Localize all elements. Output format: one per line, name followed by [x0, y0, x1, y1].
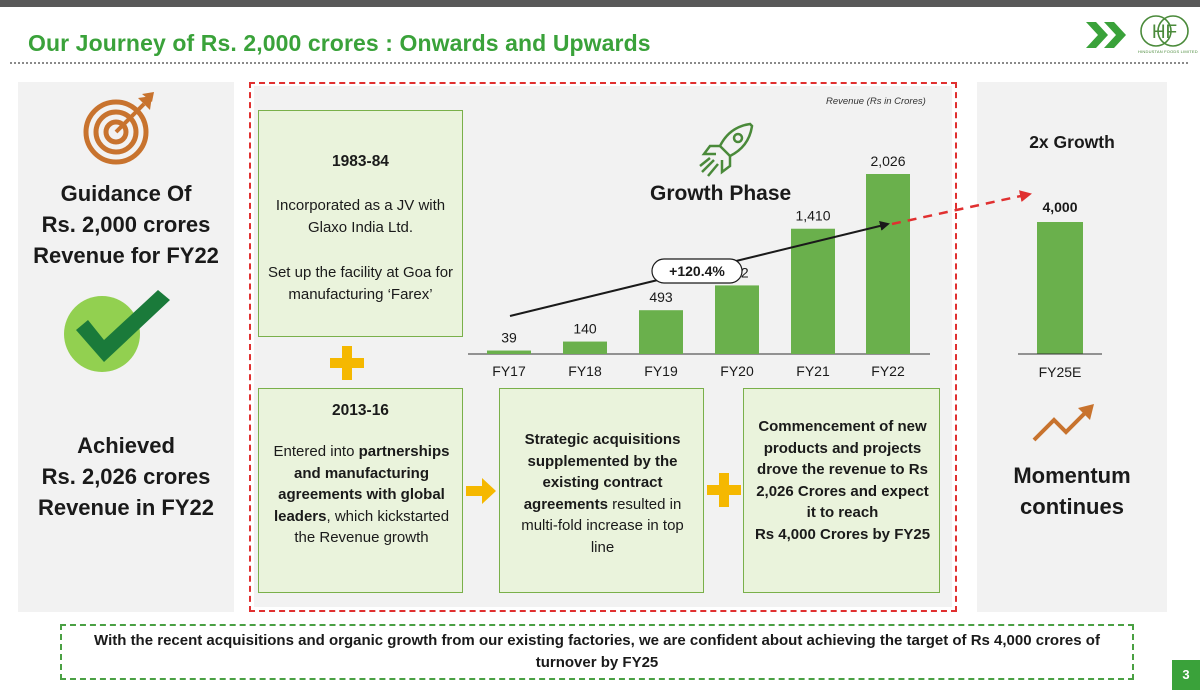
timeline-year: 1983-84: [332, 153, 389, 170]
category-label: FY19: [644, 363, 678, 379]
bar-fy25e: [1037, 222, 1083, 354]
double-chevron-icon: [1086, 22, 1126, 48]
bar-fy20: [715, 285, 759, 354]
momentum-line: Momentum: [1013, 463, 1131, 488]
fy25e-category-label: FY25E: [1039, 364, 1082, 380]
momentum-text: Momentum continues: [977, 460, 1167, 522]
timeline-box-1983: 1983-84 Incorporated as a JV with Glaxo …: [258, 110, 463, 337]
category-label: FY20: [720, 363, 754, 379]
top-bar: [0, 0, 1200, 7]
acquisitions-text-bold: Strategic acquisitions supplemented by t…: [523, 431, 681, 513]
projection-dashed-arrow: [891, 190, 1032, 226]
guidance-text: Guidance Of Rs. 2,000 crores Revenue for…: [18, 178, 234, 271]
bar-value-label: 39: [501, 330, 517, 346]
timeline-text-tail: , which kickstarted the Revenue growth: [294, 507, 450, 547]
target-icon: [83, 92, 154, 165]
logo-text: HF: [1152, 22, 1177, 43]
achieved-text: Achieved Rs. 2,026 crores Revenue in FY2…: [18, 430, 234, 523]
acquisitions-box: Strategic acquisitions supplemented by t…: [499, 388, 704, 593]
acquisitions-text-tail: resulted in multi-fold increase in top l…: [521, 495, 684, 556]
page-number: 3: [1172, 660, 1200, 690]
arrow-right-icon: [466, 478, 496, 504]
timeline-year: 2013-16: [332, 402, 389, 419]
category-label: FY22: [871, 363, 905, 379]
center-dashed-frame: [249, 82, 957, 612]
category-label: FY17: [492, 363, 526, 379]
achieved-line: Revenue in FY22: [37, 495, 215, 520]
timeline-text-bold: partnerships and manufacturing agreement…: [273, 443, 450, 525]
new-products-box: Commencement of new products and project…: [743, 388, 940, 593]
revenue-bar-chart: 39FY17140FY18493FY19772FY201,410FY212,02…: [468, 153, 930, 379]
logo-tagline: HINDUSTAN FOODS LIMITED: [1138, 49, 1198, 54]
company-logo: HF: [1140, 15, 1189, 47]
category-label: FY18: [568, 363, 602, 379]
bar-value-label: 493: [649, 289, 673, 305]
bar-fy17: [487, 350, 531, 354]
plus-icon: [707, 473, 741, 507]
bar-fy19: [639, 310, 683, 354]
bar-fy21: [791, 228, 835, 354]
timeline-box-2013: 2013-16 Entered into partnerships and ma…: [258, 388, 463, 593]
title-divider: [10, 62, 1188, 64]
new-products-line: Commencement of new products and project…: [756, 418, 929, 521]
new-products-text: Commencement of new products and project…: [752, 416, 933, 545]
category-label: FY21: [796, 363, 830, 379]
bar-value-label: 2,026: [870, 153, 905, 169]
page-title: Our Journey of Rs. 2,000 crores : Onward…: [28, 30, 651, 56]
growth-2x-label: 2x Growth: [1029, 132, 1115, 152]
plus-icon: [330, 346, 364, 380]
checkmark-icon: [64, 290, 170, 372]
fy25e-value-label: 4,000: [1042, 199, 1077, 215]
chart-unit-note: Revenue (Rs in Crores): [826, 96, 926, 107]
timeline-text: Entered into partnerships and manufactur…: [267, 441, 456, 549]
cagr-bubble: [651, 258, 743, 284]
achieved-line: Achieved: [77, 433, 175, 458]
achieved-line: Rs. 2,026 crores: [41, 464, 211, 489]
cagr-label: +120.4%: [669, 263, 725, 279]
timeline-text: Set up the facility at Goa for manufactu…: [267, 264, 454, 303]
trend-up-icon: [1032, 404, 1094, 442]
guidance-line: Guidance Of: [60, 181, 192, 206]
guidance-line: Revenue for FY22: [33, 243, 219, 268]
guidance-line: Rs. 2,000 crores: [41, 212, 211, 237]
timeline-text-lead: Entered into: [273, 443, 359, 460]
growth-phase-title: Growth Phase: [650, 182, 792, 205]
bar-fy22: [866, 174, 910, 354]
bottom-statement: With the recent acquisitions and organic…: [60, 624, 1134, 680]
new-products-target: Rs 4,000 Crores by FY25: [754, 525, 931, 543]
rocket-icon: [699, 122, 754, 177]
acquisitions-text: Strategic acquisitions supplemented by t…: [510, 429, 695, 558]
timeline-text: Incorporated as a JV with Glaxo India Lt…: [275, 197, 446, 236]
bar-value-label: 1,410: [795, 208, 830, 224]
momentum-line: continues: [1020, 494, 1124, 519]
bar-value-label: 140: [573, 321, 597, 337]
bar-fy18: [563, 341, 607, 354]
